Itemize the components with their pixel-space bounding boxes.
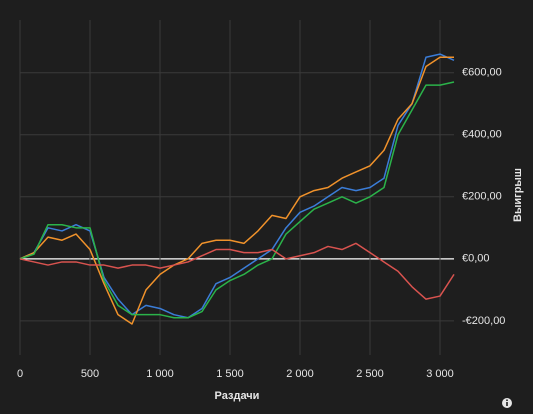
x-tick-label: 0 [17,368,23,380]
x-tick-label: 2 500 [356,368,384,380]
x-tick-label: 500 [81,368,99,380]
info-icon[interactable] [502,398,512,408]
series-line [19,81,455,319]
y-tick-label: €200,00 [462,191,502,203]
y-tick-label: €400,00 [462,129,502,141]
x-tick-label: 2 000 [286,368,314,380]
x-axis-title: Раздачи [215,390,260,402]
y-tick-label: €600,00 [462,67,502,79]
y-tick-label: €0,00 [462,253,490,265]
x-tick-label: 1 000 [146,368,174,380]
y-tick-label: -€200,00 [462,315,505,327]
x-tick-label: 3 000 [426,368,454,380]
series-line [19,56,454,325]
y-axis-title: Выигрыш [512,168,524,222]
x-tick-label: 1 500 [216,368,244,380]
series-line [19,242,455,300]
